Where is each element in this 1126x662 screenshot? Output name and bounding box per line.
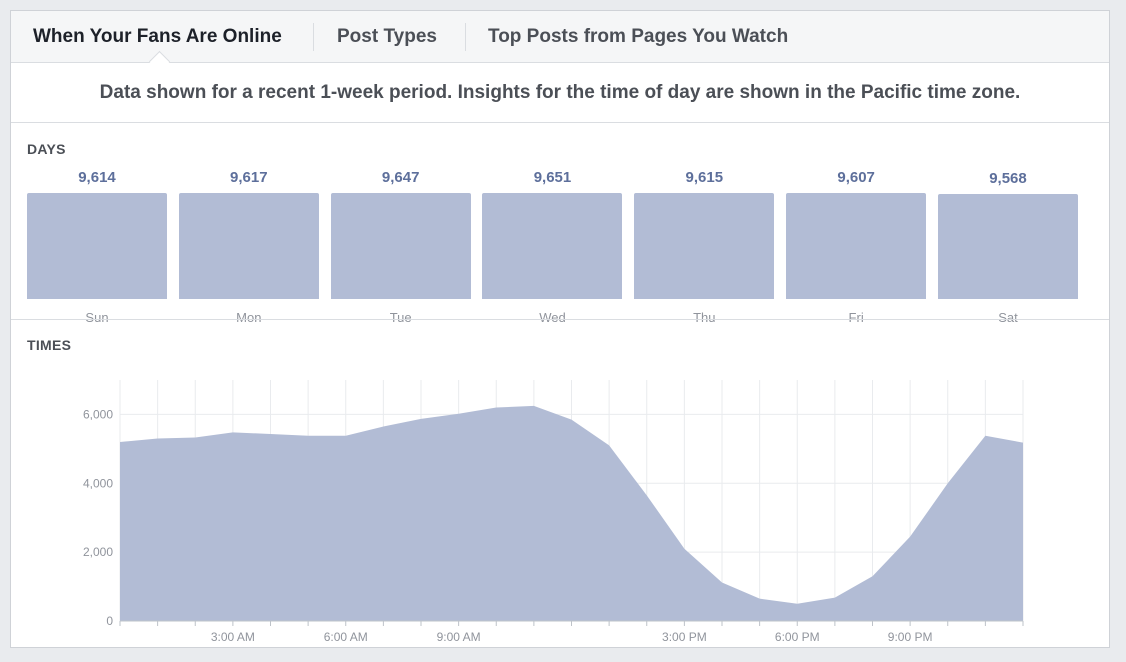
times-section-title: TIMES <box>27 337 72 353</box>
day-label: Fri <box>848 310 864 325</box>
fans-online-area <box>120 405 1023 621</box>
day-bar <box>482 193 623 299</box>
x-tick-label: 3:00 AM <box>211 630 255 644</box>
day-bar <box>330 193 471 299</box>
days-section-title: DAYS <box>27 141 66 157</box>
day-value-label: 9,615 <box>685 169 724 187</box>
day-column-sun[interactable]: 9,614 Sun <box>27 159 167 329</box>
day-label: Sun <box>85 310 109 325</box>
day-label: Sat <box>998 310 1018 325</box>
day-bar <box>937 193 1078 299</box>
y-tick-label: 6,000 <box>83 407 113 421</box>
day-column-wed[interactable]: 9,651 Wed <box>482 159 623 329</box>
day-column-fri[interactable]: 9,607 Fri <box>786 159 927 329</box>
day-value-label: 9,651 <box>533 169 572 186</box>
tab-divider <box>465 23 466 51</box>
section-divider <box>11 319 1109 320</box>
tab-post-types[interactable]: Post Types <box>337 26 437 47</box>
day-value-label: 9,607 <box>837 169 875 187</box>
x-tick-label: 9:00 AM <box>437 630 481 644</box>
day-bar <box>786 193 927 299</box>
day-column-sat[interactable]: 9,568 Sat <box>937 159 1078 329</box>
tab-top-posts-pages-you-watch[interactable]: Top Posts from Pages You Watch <box>488 26 789 47</box>
insights-panel: When Your Fans Are Online Post Types Top… <box>10 10 1110 648</box>
day-label: Tue <box>389 310 412 325</box>
day-value-label: 9,647 <box>381 169 420 187</box>
day-value-label: 9,568 <box>989 169 1027 187</box>
day-bar <box>634 193 775 299</box>
tab-when-fans-online[interactable]: When Your Fans Are Online <box>33 26 282 47</box>
day-column-tue[interactable]: 9,647 Tue <box>330 159 471 329</box>
x-tick-label: 9:00 PM <box>888 630 933 644</box>
tab-bar: When Your Fans Are Online Post Types Top… <box>11 11 1109 63</box>
day-column-thu[interactable]: 9,615 Thu <box>634 159 775 329</box>
times-area-chart: 0 2,000 4,000 6,000 3:00 AM 6:00 AM 9:00 AM 3:0… <box>83 380 1024 644</box>
y-tick-label: 0 <box>106 614 113 628</box>
x-tick-label: 3:00 PM <box>662 630 707 644</box>
y-tick-label: 4,000 <box>83 476 113 490</box>
x-tick-label: 6:00 PM <box>775 630 820 644</box>
y-tick-label: 2,000 <box>83 545 113 559</box>
day-value-label: 9,617 <box>230 169 268 187</box>
day-column-mon[interactable]: 9,617 Mon <box>178 159 319 329</box>
day-bar <box>178 193 319 299</box>
day-label: Mon <box>236 310 262 325</box>
tab-divider <box>313 23 314 51</box>
period-notice: Data shown for a recent 1-week period. I… <box>11 63 1109 123</box>
day-value-label: 9,614 <box>78 169 116 187</box>
x-tick-label: 6:00 AM <box>324 630 368 644</box>
day-bar <box>27 193 167 299</box>
day-label: Wed <box>539 310 566 325</box>
day-label: Thu <box>693 310 716 325</box>
